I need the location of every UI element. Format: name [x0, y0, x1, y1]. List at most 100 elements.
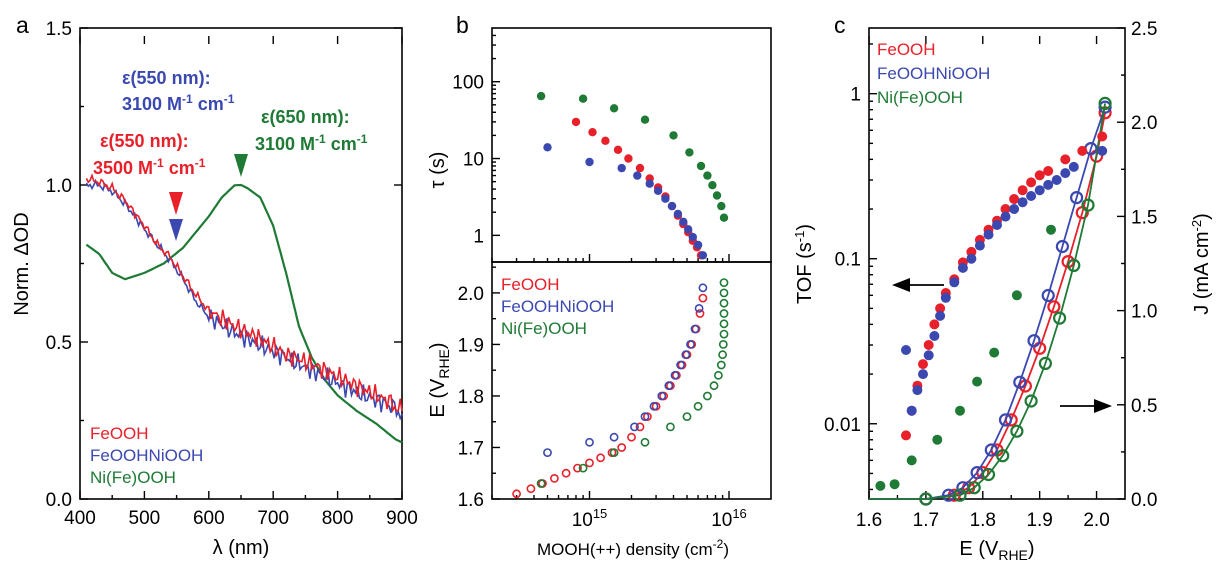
panel-c-right-ylabel: J (mA cm-2): [1189, 213, 1213, 315]
tof-point-ni-fe-ooh: [932, 434, 943, 445]
panel-b-ticks: 1015 1016 1 10 100 1.6 1.7 1.8 1.9 2.0: [452, 34, 747, 531]
tof-point-feoohniooh: [923, 350, 934, 361]
annotation-green-sup1: -1: [315, 132, 326, 146]
c-right-y-tick-label-1.0: 1.0: [1131, 302, 1157, 323]
potential-point-ni-fe-ooh: [719, 329, 729, 339]
current-marker-ni-fe-ooh: [953, 488, 967, 502]
tof-point-feooh: [918, 359, 928, 370]
potential-point-feoohniooh: [664, 381, 674, 391]
tof-point-feoohniooh: [966, 253, 977, 264]
series-ni-fe-ooh-line: [85, 183, 403, 444]
potential-point-feoohniooh: [585, 437, 594, 447]
annotation-blue-cm: cm: [193, 94, 224, 114]
panel-a-legend-feoohniooh: FeOOHNiOOH: [90, 446, 203, 465]
potential-point-ni-fe-ooh: [714, 370, 723, 380]
right-axis-arrow: [1060, 399, 1112, 413]
left-axis-arrow: [892, 278, 944, 292]
potential-point-feooh: [617, 443, 627, 452]
panel-b-legend-feooh: FeOOH: [501, 275, 560, 294]
panel-c-plot-area: [869, 96, 1112, 506]
panel-a-xlabel-unit: (nm): [228, 537, 269, 559]
panel-b-xlabel: MOOH(++) density (cm-2): [537, 537, 729, 559]
red-marker-triangle: [169, 192, 183, 215]
panel-b-legend-feoohniooh: FeOOHNiOOH: [501, 297, 614, 316]
potential-point-ni-fe-ooh: [693, 401, 703, 411]
c-x-tick-label-1.6: 1.6: [856, 510, 882, 531]
tof-point-feooh: [1060, 154, 1071, 165]
panel-b-legend-nifeooh: Ni(Fe)OOH: [501, 319, 587, 338]
x-tick-label-900: 900: [386, 508, 418, 529]
panel-c-left-ylabel-end: ): [794, 224, 816, 231]
panel-b-legend: FeOOH FeOOHNiOOH Ni(Fe)OOH: [501, 275, 614, 338]
c-x-tick-label-1.8: 1.8: [970, 510, 996, 531]
panel-c-right-ylabel-text: J (mA cm: [1191, 231, 1213, 314]
panel-a-legend-nifeooh: Ni(Fe)OOH: [90, 468, 176, 487]
potential-point-ni-fe-ooh: [666, 422, 675, 432]
potential-point-ni-fe-ooh: [682, 412, 692, 421]
current-marker-ni-fe-ooh: [981, 467, 996, 482]
c-left-y-tick-label-1: 1: [850, 85, 861, 106]
annotation-green-sup2: -1: [357, 132, 368, 146]
c-left-y-tick-label-0.1: 0.1: [835, 250, 861, 271]
tau-point-feoohniooh: [693, 240, 703, 250]
b-bottom-y-tick-label-1.8: 1.8: [458, 387, 484, 408]
tau-point-feoohniooh: [633, 171, 642, 180]
panel-c-legend-nifeooh: Ni(Fe)OOH: [877, 88, 963, 107]
panel-c-legend-feoohniooh: FeOOHNiOOH: [877, 64, 990, 83]
current-marker-feooh: [1047, 300, 1061, 314]
potential-point-feooh: [698, 293, 708, 303]
panel-c-xlabel-main: E (V: [959, 538, 999, 560]
current-marker-ni-fe-ooh: [1052, 311, 1067, 325]
tof-point-feoohniooh: [1034, 185, 1045, 196]
tau-point-ni-fe-ooh: [536, 91, 546, 101]
c-x-tick-label-2.0: 2.0: [1083, 510, 1109, 531]
tof-point-feoohniooh: [983, 229, 994, 240]
b-bottom-y-tick-label-2.0: 2.0: [458, 284, 484, 305]
panel-a-ylabel: Norm. ΔOD: [11, 212, 33, 315]
tof-point-ni-fe-ooh: [889, 479, 900, 490]
tof-point-feoohniooh: [1009, 204, 1020, 214]
c-right-y-tick-label-2.0: 2.0: [1131, 113, 1157, 134]
tof-point-feooh: [1009, 194, 1020, 204]
tof-point-feoohniooh: [906, 405, 917, 416]
panel-b-letter: b: [456, 12, 469, 38]
annotation-red-title: ε(550 nm):: [100, 131, 189, 151]
b-top-y-tick-label-100: 100: [452, 73, 484, 94]
tof-point-feoohniooh: [1097, 145, 1108, 156]
potential-point-feooh: [550, 473, 559, 483]
potential-point-feoohniooh: [690, 324, 700, 334]
tof-point-feoohniooh: [1051, 175, 1062, 185]
potential-point-ni-fe-ooh: [578, 463, 588, 473]
potential-point-feooh: [635, 422, 645, 432]
c-x-tick-label-1.9: 1.9: [1026, 510, 1052, 531]
tau-point-ni-fe-ooh: [712, 191, 722, 200]
potential-point-feooh: [585, 458, 594, 468]
tof-point-ni-fe-ooh: [875, 480, 886, 491]
current-marker-ni-fe-ooh: [1067, 258, 1081, 272]
tof-point-feooh: [1077, 145, 1088, 156]
x-tick-label-600: 600: [193, 508, 225, 529]
tau-point-feoohniooh: [543, 143, 552, 152]
tau-point-ni-fe-ooh: [640, 115, 650, 124]
blue-marker-triangle: [169, 219, 183, 241]
panel-b-bottom-ylabel-end: ): [427, 342, 449, 349]
potential-point-feoohniooh: [694, 303, 704, 313]
panel-c-left-ylabel-text: TOF (s: [794, 242, 816, 304]
tof-point-feooh: [1026, 177, 1037, 188]
tof-point-ni-fe-ooh: [1046, 224, 1056, 235]
c-right-y-tick-label-0.5: 0.5: [1131, 396, 1157, 417]
tau-point-ni-fe-ooh: [719, 213, 729, 222]
tof-point-feoohniooh: [940, 292, 951, 303]
current-marker-ni-fe-ooh: [1010, 424, 1024, 438]
tof-point-feoohniooh: [992, 220, 1002, 230]
potential-point-feoohniooh: [670, 370, 680, 380]
panel-b-bottom-ylabel-sub: RHE: [436, 349, 452, 379]
potential-point-feooh: [573, 463, 582, 473]
panel-b-bottom-ylabel-main: E (V: [427, 378, 449, 418]
tau-point-feooh: [601, 136, 610, 145]
current-marker-feoohniooh: [1013, 375, 1027, 389]
y-tick-label-1.5: 1.5: [46, 19, 72, 40]
tof-point-feoohniooh: [1068, 161, 1079, 172]
panel-b-xlabel-sup: -2: [713, 537, 724, 551]
